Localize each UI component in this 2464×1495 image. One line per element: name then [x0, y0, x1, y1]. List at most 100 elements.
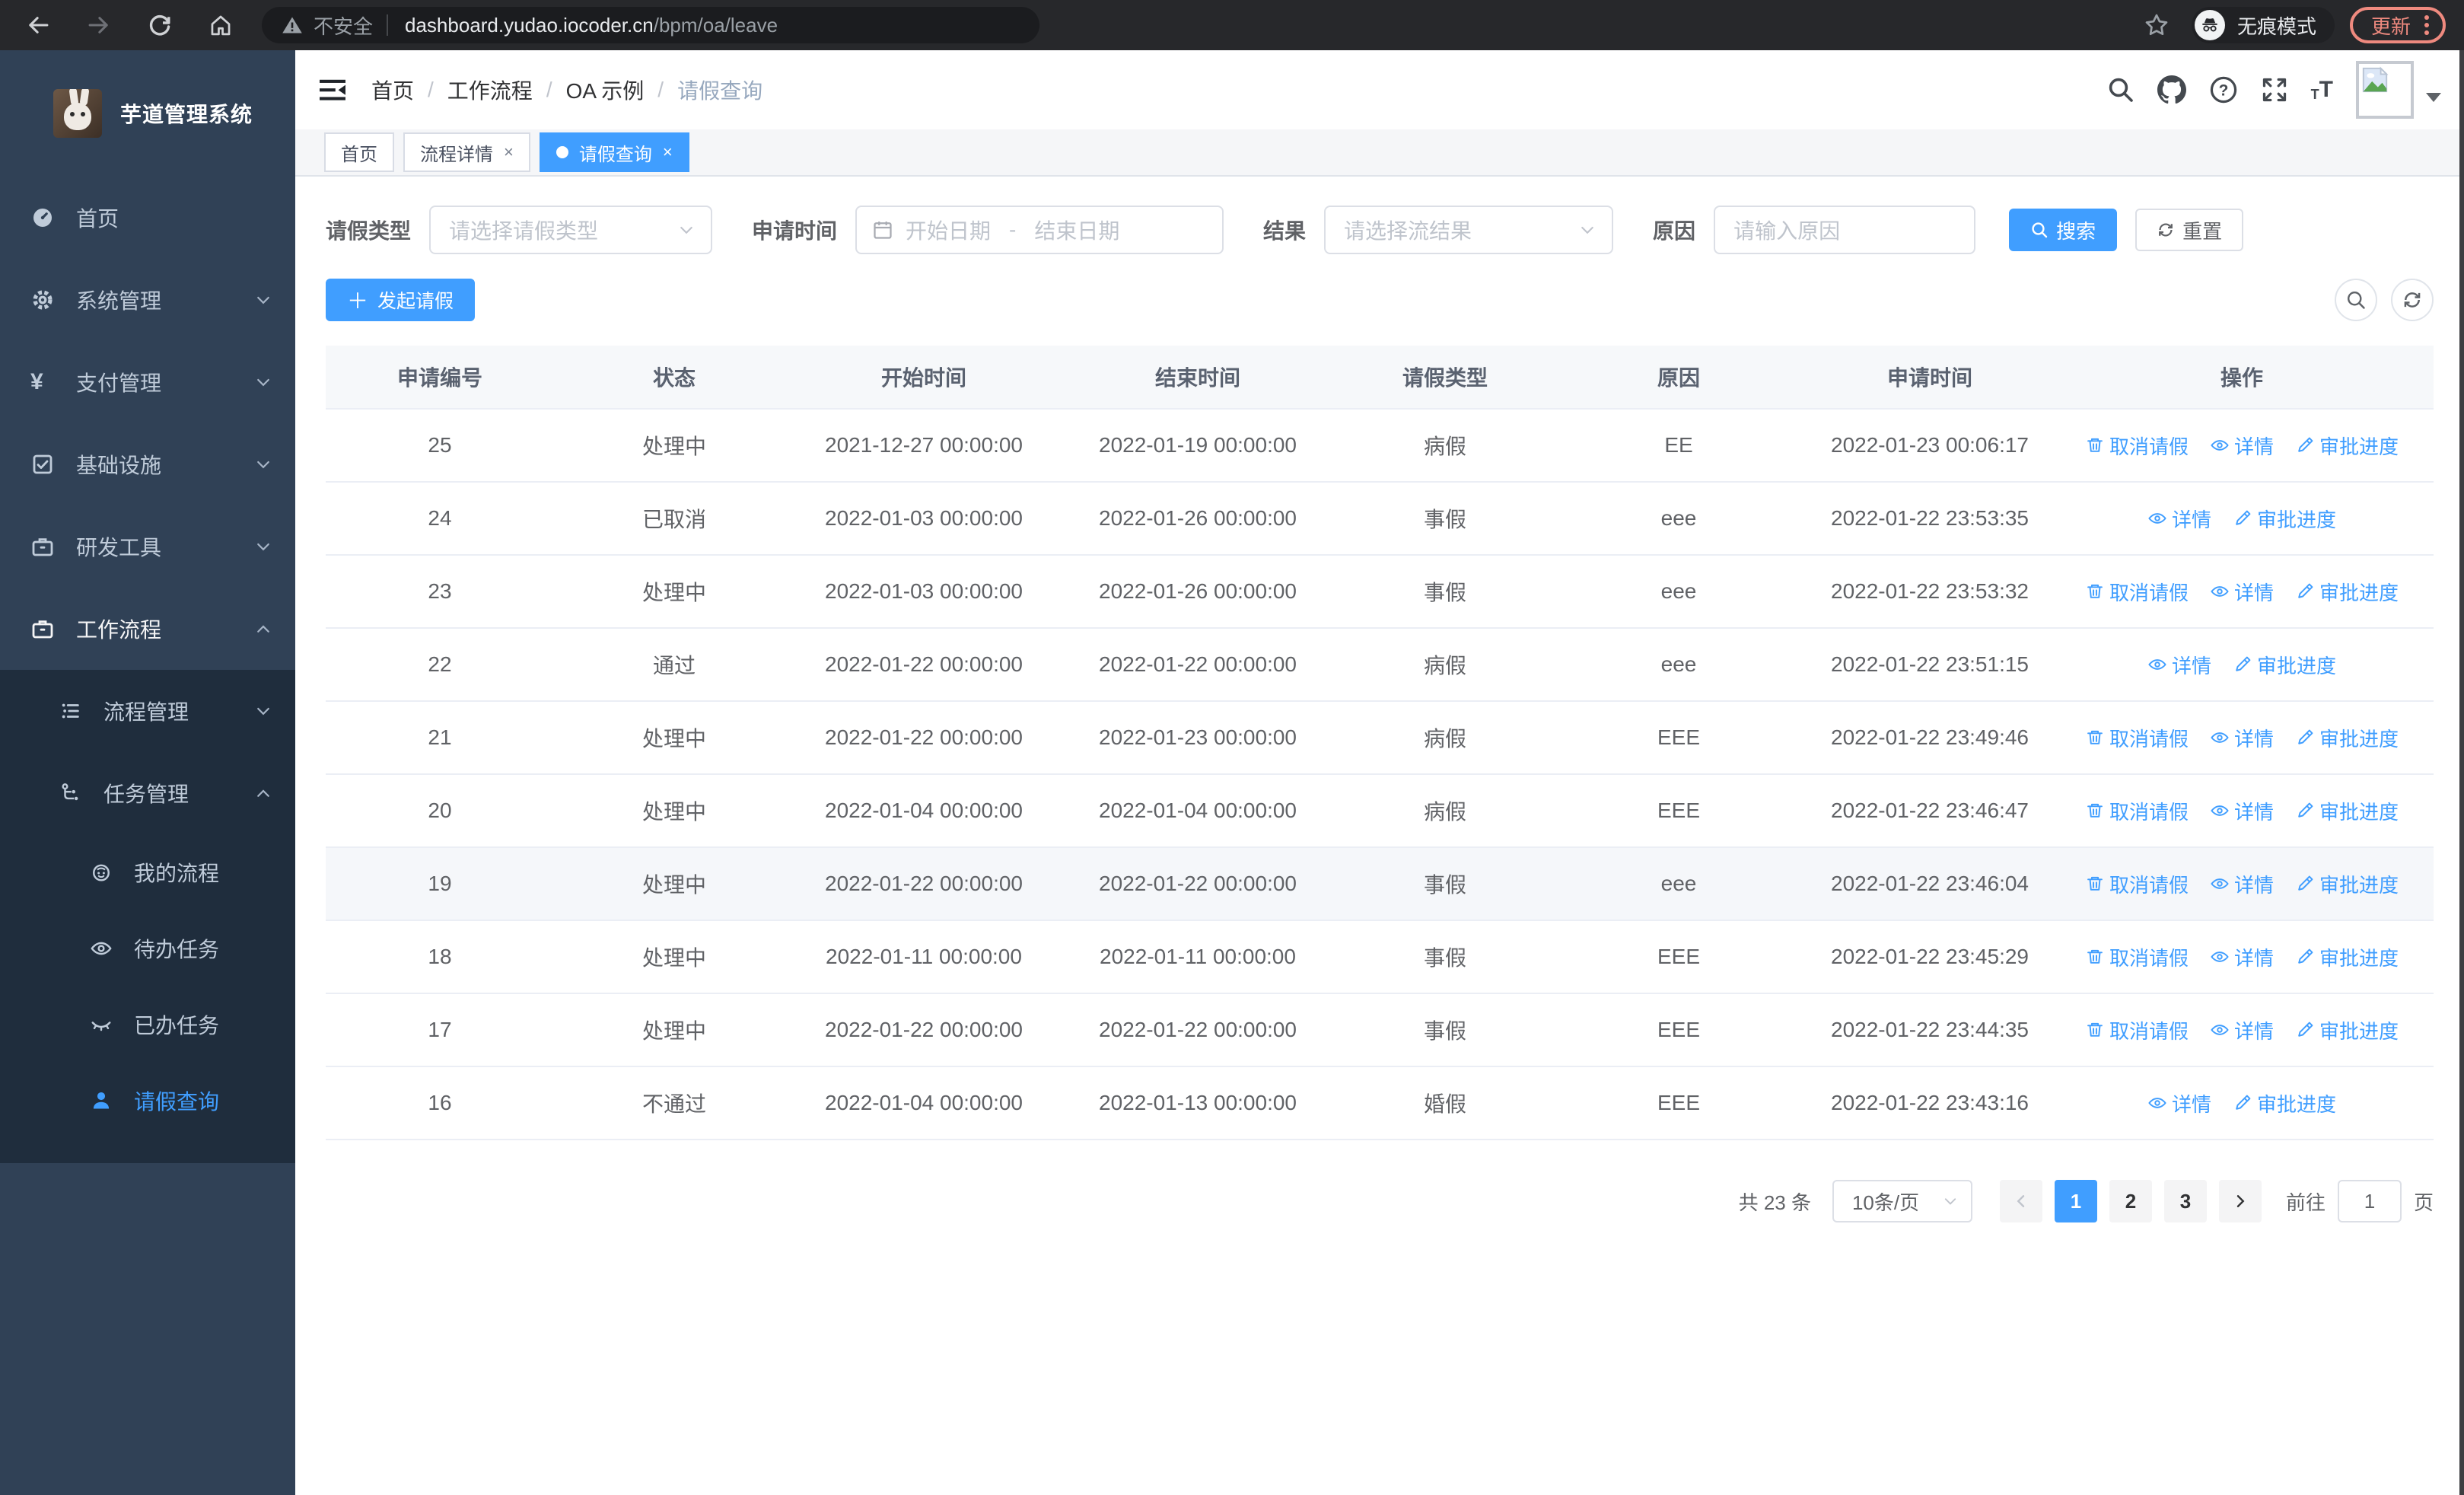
sidebar-item-workflow[interactable]: 工作流程	[0, 588, 295, 670]
goto-page-input[interactable]: 1	[2337, 1180, 2402, 1222]
sidebar-item-my-process[interactable]: 我的流程	[0, 834, 295, 910]
page-button-2[interactable]: 2	[2109, 1180, 2152, 1222]
browser-home-button[interactable]	[201, 5, 240, 45]
address-bar[interactable]: 不安全 dashboard.yudao.iocoder.cn/bpm/oa/le…	[262, 7, 1039, 43]
tab-home[interactable]: 首页×	[324, 132, 394, 172]
approval-progress-link[interactable]: 审批进度	[2233, 1089, 2336, 1117]
breadcrumb: 首页 / 工作流程 / OA 示例 / 请假查询	[371, 75, 762, 105]
cell-actions: 详情 审批进度	[2050, 505, 2434, 533]
cell-reason: eee	[1660, 506, 1697, 530]
page-button-3[interactable]: 3	[2163, 1180, 2207, 1222]
close-icon[interactable]: ×	[504, 142, 514, 161]
sidebar-item-process-mgmt[interactable]: 流程管理	[0, 670, 295, 752]
detail-link[interactable]: 详情	[2147, 651, 2211, 679]
approval-progress-link[interactable]: 审批进度	[2295, 943, 2399, 971]
search-button[interactable]: 搜索	[2009, 209, 2118, 251]
create-leave-button[interactable]: ＋ 发起请假	[326, 279, 476, 321]
approval-progress-link[interactable]: 审批进度	[2295, 1016, 2399, 1044]
refresh-table-button[interactable]	[2391, 279, 2434, 321]
sidebar-item-label: 支付管理	[76, 371, 162, 395]
sidebar-item-done-tasks[interactable]: 已办任务	[0, 987, 295, 1063]
sidebar-item-infra[interactable]: 基础设施	[0, 423, 295, 505]
prev-page-button[interactable]	[1999, 1180, 2042, 1222]
leave-type-select[interactable]: 请选择请假类型	[429, 206, 713, 254]
page-button-1[interactable]: 1	[2054, 1180, 2097, 1222]
avatar[interactable]	[2356, 61, 2414, 119]
detail-link[interactable]: 详情	[2210, 1016, 2274, 1044]
sidebar-item-leave-query[interactable]: 请假查询	[0, 1063, 295, 1139]
cancel-leave-link[interactable]: 取消请假	[2085, 724, 2189, 752]
app-logo[interactable]: 芋道管理系统	[0, 50, 295, 177]
search-icon	[2347, 291, 2365, 309]
cancel-leave-link[interactable]: 取消请假	[2085, 797, 2189, 825]
detail-link[interactable]: 详情	[2210, 432, 2274, 460]
cancel-leave-link[interactable]: 取消请假	[2085, 1016, 2189, 1044]
reason-input[interactable]: 请输入原因	[1714, 206, 1976, 254]
cell-start-time: 2022-01-22 00:00:00	[825, 1018, 1023, 1041]
cell-leave-type: 事假	[1423, 1019, 1466, 1043]
cell-end-time: 2022-01-26 00:00:00	[1099, 579, 1297, 603]
sidebar-item-pay[interactable]: ¥ 支付管理	[0, 341, 295, 423]
cancel-leave-link[interactable]: 取消请假	[2085, 432, 2189, 460]
cancel-leave-link[interactable]: 取消请假	[2085, 870, 2189, 898]
cell-apply-time: 2022-01-22 23:53:32	[1831, 579, 2029, 603]
bookmark-star-button[interactable]	[2143, 11, 2170, 39]
list-icon	[62, 703, 79, 719]
approval-progress-link[interactable]: 审批进度	[2295, 870, 2399, 898]
result-select[interactable]: 请选择流结果	[1324, 206, 1614, 254]
scrollbar[interactable]	[2459, 50, 2464, 1495]
cancel-leave-link[interactable]: 取消请假	[2085, 943, 2189, 971]
sidebar-item-task-mgmt[interactable]: 任务管理	[0, 752, 295, 834]
approval-progress-link[interactable]: 审批进度	[2295, 432, 2399, 460]
detail-link[interactable]: 详情	[2210, 797, 2274, 825]
approval-progress-link[interactable]: 审批进度	[2295, 724, 2399, 752]
cell-actions: 取消请假 详情 审批进度	[2050, 870, 2434, 898]
browser-reload-button[interactable]	[140, 5, 180, 45]
fullscreen-button[interactable]	[2261, 76, 2288, 104]
help-button[interactable]: ?	[2209, 75, 2238, 104]
approval-progress-link[interactable]: 审批进度	[2295, 578, 2399, 606]
cell-apply-id: 23	[428, 579, 452, 603]
cancel-leave-link[interactable]: 取消请假	[2085, 578, 2189, 606]
tab-leave-query[interactable]: 请假查询 ×	[539, 132, 689, 172]
show-search-toggle-button[interactable]	[2335, 279, 2377, 321]
breadcrumb-home[interactable]: 首页	[371, 79, 415, 103]
detail-link[interactable]: 详情	[2210, 578, 2274, 606]
detail-link[interactable]: 详情	[2210, 943, 2274, 971]
approval-progress-link[interactable]: 审批进度	[2233, 651, 2336, 679]
detail-link[interactable]: 详情	[2210, 870, 2274, 898]
approval-progress-link[interactable]: 审批进度	[2295, 797, 2399, 825]
apply-time-range-picker[interactable]: 开始日期 - 结束日期	[855, 206, 1224, 254]
chevron-up-icon	[254, 784, 272, 802]
browser-menu-icon[interactable]	[2424, 15, 2429, 35]
browser-back-button[interactable]	[18, 5, 58, 45]
reason-label: 原因	[1653, 219, 1696, 243]
detail-link[interactable]: 详情	[2147, 1089, 2211, 1117]
detail-link[interactable]: 详情	[2147, 505, 2211, 533]
sidebar-item-label: 系统管理	[76, 289, 162, 313]
close-icon[interactable]: ×	[662, 142, 673, 161]
table-header-row: 申请编号 状态 开始时间 结束时间 请假类型 原因 申请时间 操作	[326, 346, 2434, 410]
chevron-down-icon[interactable]	[2426, 93, 2441, 102]
detail-link[interactable]: 详情	[2210, 724, 2274, 752]
range-separator: -	[1009, 218, 1017, 241]
sidebar-collapse-button[interactable]	[318, 77, 347, 103]
page-size-select[interactable]: 10条/页	[1832, 1180, 1972, 1222]
sidebar-item-home[interactable]: 首页	[0, 177, 295, 259]
next-page-button[interactable]	[2218, 1180, 2262, 1222]
sidebar-item-label: 任务管理	[103, 783, 189, 806]
browser-update-button[interactable]: 更新	[2349, 7, 2446, 43]
header-search-button[interactable]	[2107, 76, 2135, 104]
browser-forward-button[interactable]	[79, 5, 119, 45]
breadcrumb-oa-example[interactable]: OA 示例	[565, 79, 645, 103]
github-link-button[interactable]	[2157, 75, 2186, 104]
tab-process-detail[interactable]: 流程详情 ×	[403, 132, 530, 172]
breadcrumb-workflow[interactable]: 工作流程	[447, 79, 533, 103]
sidebar-item-todo-tasks[interactable]: 待办任务	[0, 910, 295, 987]
approval-progress-link[interactable]: 审批进度	[2233, 505, 2336, 533]
sidebar-item-system[interactable]: 系统管理	[0, 259, 295, 341]
eye-icon	[2210, 1020, 2230, 1040]
reset-button[interactable]: 重置	[2135, 209, 2244, 251]
sidebar-item-dev[interactable]: 研发工具	[0, 505, 295, 588]
